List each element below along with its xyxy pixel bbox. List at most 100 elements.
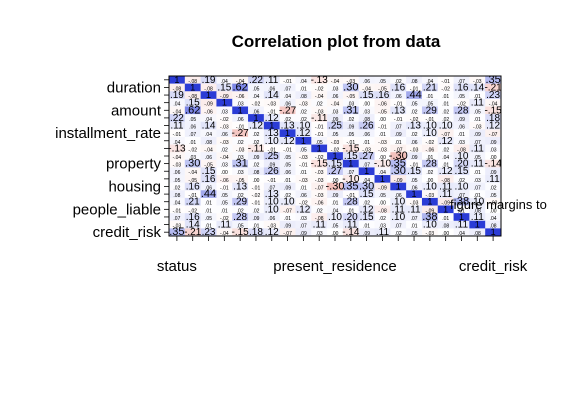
heatmap-cell [469, 228, 486, 237]
cell-value-label: .06 [363, 132, 370, 138]
cell-value-label: .15 [360, 189, 374, 200]
cell-value-label: .35 [485, 74, 500, 86]
heatmap-cell [437, 175, 454, 183]
heatmap-cell [406, 129, 423, 138]
cell-value-label: .15 [344, 151, 358, 162]
cell-value-label: .05 [411, 178, 418, 184]
cell-value-label: -.04 [173, 155, 182, 161]
heatmap-cell [358, 220, 375, 229]
heatmap-cell [342, 144, 360, 153]
cell-value-label: -.03 [362, 147, 371, 153]
cell-value-label: -.04 [204, 147, 213, 153]
cell-value-label: -.03 [315, 109, 324, 115]
cell-value-label: .10 [423, 220, 437, 231]
heatmap-cell [279, 167, 296, 176]
heatmap-cell [437, 91, 454, 100]
heatmap-cell [327, 228, 344, 237]
cell-value-label: 1 [491, 227, 496, 237]
heatmap-cell [200, 228, 217, 237]
heatmap-cell [311, 114, 328, 123]
cell-value-label: -.21 [484, 82, 502, 93]
cell-value-label: .11 [471, 212, 485, 223]
cell-value-label: -.04 [220, 155, 229, 161]
cell-value-label: .10 [455, 151, 469, 162]
cell-value-label: .01 [332, 201, 339, 207]
heatmap-cell [184, 136, 201, 145]
heatmap-cell [279, 129, 296, 138]
cell-value-label: .03 [189, 155, 196, 161]
heatmap-cell [342, 190, 360, 199]
heatmap-cell [342, 83, 360, 92]
cell-value-label: .08 [411, 79, 418, 85]
cell-value-label: .04 [332, 208, 339, 214]
heatmap-cell [390, 159, 407, 168]
cell-value-label: .12 [249, 121, 263, 132]
cell-value-label: -.01 [283, 147, 292, 153]
heatmap-cell [342, 197, 360, 206]
cell-value-label: .04 [442, 155, 449, 161]
heatmap-cell [437, 152, 454, 161]
cell-value-label: -.06 [378, 102, 387, 108]
heatmap-cell [169, 83, 186, 92]
heatmap-cell [358, 190, 375, 199]
heatmap-cell [232, 197, 249, 206]
heatmap-cell [169, 167, 186, 176]
cell-value-label: -.11 [311, 113, 328, 124]
cell-value-label: .08 [173, 193, 180, 199]
cell-value-label: .07 [300, 224, 307, 230]
cell-value-label: 1 [222, 98, 227, 108]
cell-value-label: .12 [360, 204, 374, 215]
heatmap-cell [342, 129, 360, 138]
cell-value-label: -.01 [267, 178, 276, 184]
heatmap-cell [358, 83, 375, 92]
heatmap-cell [437, 106, 454, 115]
cell-value-label: 1 [238, 105, 243, 115]
heatmap-cell [342, 106, 360, 115]
heatmap-cell [327, 91, 344, 100]
heatmap-cell [279, 121, 296, 130]
heatmap-cell [453, 182, 470, 191]
cell-value-label: .02 [237, 140, 244, 146]
heatmap-cell [485, 144, 502, 153]
heatmap-cell [248, 190, 265, 199]
cell-value-label: .08 [205, 140, 212, 146]
heatmap-cell [311, 152, 328, 161]
heatmap-cell [216, 205, 233, 214]
cell-value-label: -.01 [378, 125, 387, 131]
cell-value-label: .11 [392, 204, 406, 215]
cell-value-label: 1 [206, 90, 211, 100]
heatmap-cell [311, 106, 328, 115]
heatmap-cell [406, 114, 423, 123]
cell-value-label: .09 [252, 216, 259, 222]
cell-value-label: 1 [332, 151, 337, 161]
cell-value-label: .31 [343, 104, 358, 116]
cell-value-label: .10 [281, 197, 295, 208]
heatmap-cell [485, 136, 502, 145]
cell-value-label: .02 [284, 117, 291, 123]
heatmap-cell [295, 197, 312, 206]
cell-value-label: .06 [363, 79, 370, 85]
heatmap-cell [406, 76, 423, 84]
heatmap-cell [437, 213, 454, 222]
cell-value-label: .11 [439, 181, 453, 192]
heatmap-cell [437, 205, 454, 214]
cell-value-label: -.01 [283, 79, 292, 85]
heatmap-cell [295, 129, 312, 138]
heatmap-cell [216, 91, 233, 100]
heatmap-cell [406, 205, 423, 214]
heatmap-cell [311, 144, 328, 153]
heatmap-cell [390, 152, 407, 161]
heatmap-cell [248, 144, 265, 153]
heatmap-cell [232, 106, 249, 115]
y-tick-label: property [106, 156, 162, 173]
heatmap-cell [279, 136, 296, 145]
heatmap-cell [184, 106, 201, 115]
heatmap-cell [184, 91, 201, 100]
heatmap-cell [485, 83, 502, 92]
heatmap-cell [200, 182, 217, 191]
cell-value-label: .10 [423, 181, 437, 192]
cell-value-label: .07 [189, 132, 196, 138]
heatmap-cell [184, 114, 201, 123]
cell-value-label: .10 [455, 181, 469, 192]
heatmap-cell [358, 182, 375, 191]
